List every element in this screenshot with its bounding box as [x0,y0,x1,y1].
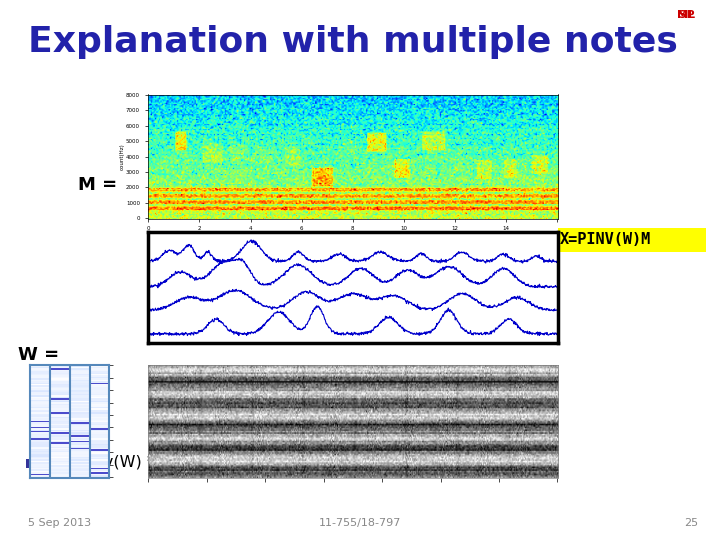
Text: Explanation with multiple notes: Explanation with multiple notes [28,25,678,59]
Text: W =: W = [18,346,59,364]
Text: X=PINV(W)M: X=PINV(W)M [560,233,652,247]
Bar [26,459,35,468]
Text: 11-755/18-797: 11-755/18-797 [319,518,401,528]
Y-axis label: count(Hz): count(Hz) [120,143,125,170]
Text: M =: M = [78,176,117,194]
Bar [558,228,706,252]
X-axis label: Time: Time [344,233,361,239]
Text: X =  Pinv(W) * M;   Projected matrix = W*X = W*Pinv(W)*M: X = Pinv(W) * M; Projected matrix = W*X … [40,456,517,470]
Text: 5 Sep 2013: 5 Sep 2013 [28,518,91,528]
Text: ML: ML [677,10,695,20]
Text: 25: 25 [684,518,698,528]
Text: SP: SP [663,10,695,20]
